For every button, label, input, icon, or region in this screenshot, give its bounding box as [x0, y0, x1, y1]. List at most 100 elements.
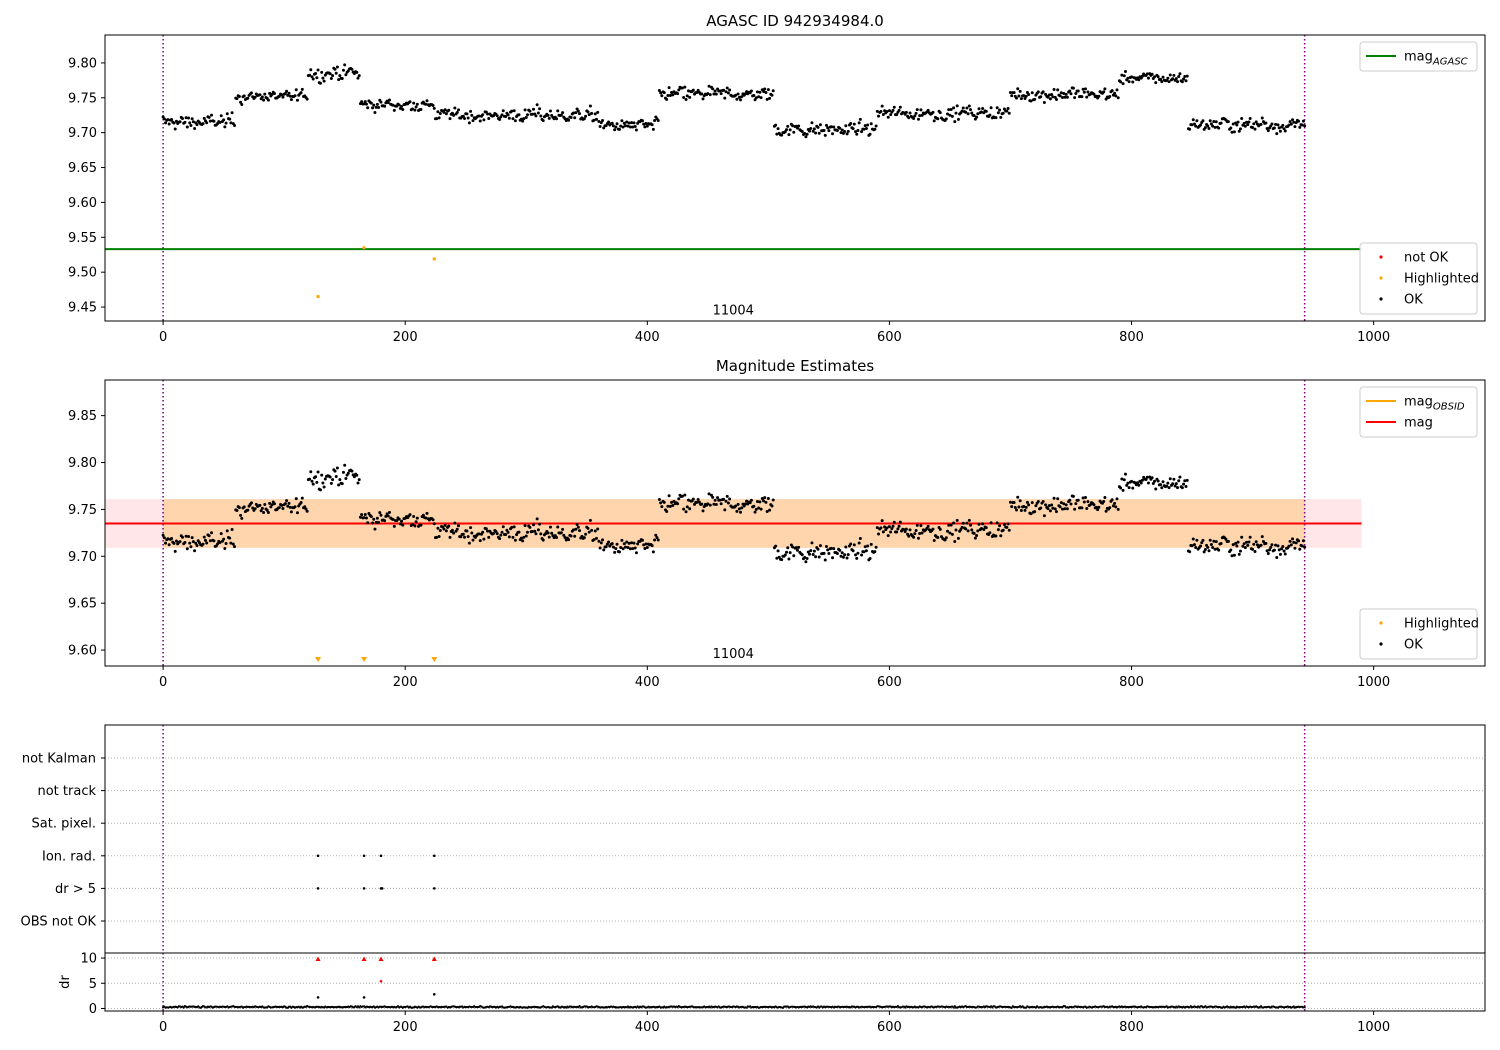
- ok-point: [1184, 484, 1188, 488]
- ok-point: [839, 131, 843, 135]
- ok-point: [907, 116, 911, 120]
- ok-point: [444, 112, 448, 116]
- dr-axis-label: dr: [58, 975, 73, 989]
- ok-point: [995, 521, 999, 525]
- ok-point: [840, 551, 844, 555]
- ok-point: [392, 108, 396, 112]
- y-tick-label: 9.75: [68, 91, 97, 106]
- ok-point: [948, 113, 952, 117]
- ok-point: [688, 95, 692, 99]
- ok-point: [944, 536, 948, 540]
- ok-point: [800, 130, 804, 134]
- ok-point: [1174, 77, 1178, 81]
- ok-point: [1006, 522, 1010, 526]
- ok-point: [1200, 541, 1204, 545]
- ok-point: [548, 525, 552, 529]
- ok-point: [337, 78, 341, 82]
- ok-point: [614, 125, 618, 129]
- ok-point: [1113, 91, 1117, 95]
- ok-point: [569, 534, 573, 538]
- ok-point: [1076, 498, 1080, 502]
- legend: not OK Highlighted OK: [1359, 242, 1479, 315]
- ok-point: [511, 117, 515, 121]
- ok-point: [322, 485, 326, 489]
- ok-point: [1280, 547, 1284, 551]
- ok-point: [1236, 120, 1240, 124]
- ok-point: [450, 528, 454, 532]
- ok-point: [1061, 507, 1065, 511]
- ok-point: [193, 549, 197, 553]
- ok-point: [363, 100, 367, 104]
- flag-point: [432, 887, 436, 890]
- ok-point: [792, 554, 796, 558]
- ok-point: [231, 542, 235, 546]
- ok-point: [415, 102, 419, 106]
- ok-point: [1076, 89, 1080, 93]
- ok-point: [455, 527, 459, 531]
- ok-point: [996, 528, 1000, 532]
- ok-point: [596, 110, 600, 114]
- ok-point: [633, 124, 637, 128]
- ok-point: [268, 91, 272, 95]
- ok-point: [1119, 486, 1123, 490]
- ok-point: [539, 114, 543, 118]
- ok-point: [191, 540, 195, 544]
- ok-point: [1041, 90, 1045, 94]
- ok-point: [573, 534, 577, 538]
- ok-point: [810, 541, 814, 545]
- ok-point: [1007, 111, 1011, 115]
- ok-point: [253, 507, 257, 511]
- ok-point: [538, 107, 542, 111]
- ok-point: [823, 133, 827, 137]
- ok-point: [331, 478, 335, 482]
- y-tick-label: 9.55: [68, 231, 97, 246]
- ok-point: [683, 85, 687, 89]
- ok-point: [1110, 89, 1114, 93]
- ok-point: [875, 109, 879, 113]
- ok-point: [173, 127, 177, 131]
- ok-point: [718, 498, 722, 502]
- ok-point: [535, 103, 539, 107]
- ok-point: [185, 125, 189, 129]
- ok-point: [1068, 89, 1072, 93]
- ok-point: [1235, 123, 1239, 127]
- ok-point: [873, 550, 877, 554]
- ok-point: [670, 500, 674, 504]
- ok-point: [795, 548, 799, 552]
- ok-point: [989, 106, 993, 110]
- ok-point: [1154, 81, 1158, 85]
- ok-point: [831, 132, 835, 136]
- ok-point: [684, 510, 688, 514]
- ok-point: [185, 547, 189, 551]
- ok-point: [193, 127, 197, 131]
- ok-point: [1188, 550, 1192, 554]
- ok-point: [561, 111, 565, 115]
- ok-point: [1185, 478, 1189, 482]
- ok-point: [1161, 480, 1165, 484]
- ok-point: [1122, 478, 1126, 482]
- ok-point: [880, 104, 884, 108]
- ok-point: [1085, 95, 1089, 99]
- legend-box: [1359, 386, 1478, 438]
- ok-point: [1065, 95, 1069, 99]
- ok-point: [1212, 120, 1216, 124]
- y-tick-label: 9.50: [68, 266, 97, 281]
- ok-point: [1119, 80, 1123, 84]
- ok-point: [419, 523, 423, 527]
- ok-point: [662, 500, 666, 504]
- ok-point: [755, 500, 759, 504]
- ok-point: [918, 531, 922, 535]
- ok-point: [356, 481, 360, 485]
- ok-point: [640, 538, 644, 542]
- ok-point: [387, 510, 391, 514]
- ok-point: [222, 537, 226, 541]
- ok-point: [845, 556, 849, 560]
- ok-point: [644, 122, 648, 126]
- ok-point: [966, 112, 970, 116]
- ok-point: [1080, 95, 1084, 99]
- ok-point: [1017, 505, 1021, 509]
- ok-point: [827, 129, 831, 133]
- ok-point: [530, 530, 534, 534]
- ok-point: [817, 555, 821, 559]
- ok-point: [1074, 502, 1078, 506]
